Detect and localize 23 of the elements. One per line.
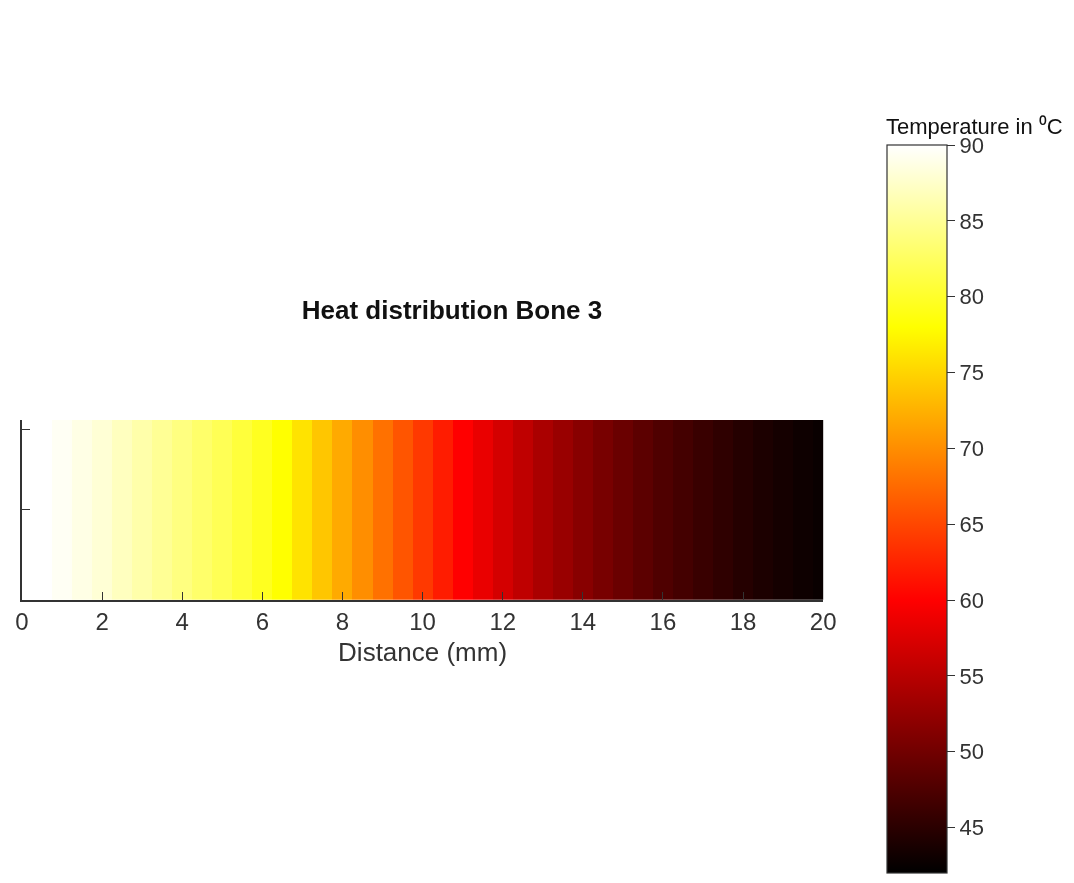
color-bar-label: 75 (959, 360, 984, 386)
color-bar-label: 60 (959, 587, 984, 613)
color-bar-label: 80 (959, 284, 984, 310)
x-tick-label: 12 (489, 608, 517, 636)
x-tick-label: 6 (255, 608, 270, 636)
x-tick-label: 8 (335, 608, 350, 636)
color-bar-label: 50 (959, 739, 984, 765)
x-tick-label: 0 (15, 608, 29, 636)
x-tick-label: 2 (95, 608, 109, 636)
x-tick-label: 18 (729, 608, 757, 636)
color-bar-label: 70 (959, 436, 984, 462)
x-tick-label: 16 (649, 608, 677, 636)
color-bar-title: Temperature in ⁰C (885, 113, 1063, 139)
x-tick-label: 14 (569, 608, 597, 636)
color-bar-label: 45 (959, 815, 984, 841)
color-bar-label: 65 (959, 511, 984, 537)
x-tick-label: 4 (175, 608, 189, 636)
x-tick-label: 10 (409, 608, 436, 636)
color-bar-label: 55 (959, 663, 984, 689)
color-bar-label: 85 (959, 208, 984, 234)
x-tick-label: 20 (809, 608, 837, 636)
x-axis-title: Distance (mm) (338, 636, 508, 667)
chart-title: Heat distribution Bone 3 (301, 295, 603, 326)
